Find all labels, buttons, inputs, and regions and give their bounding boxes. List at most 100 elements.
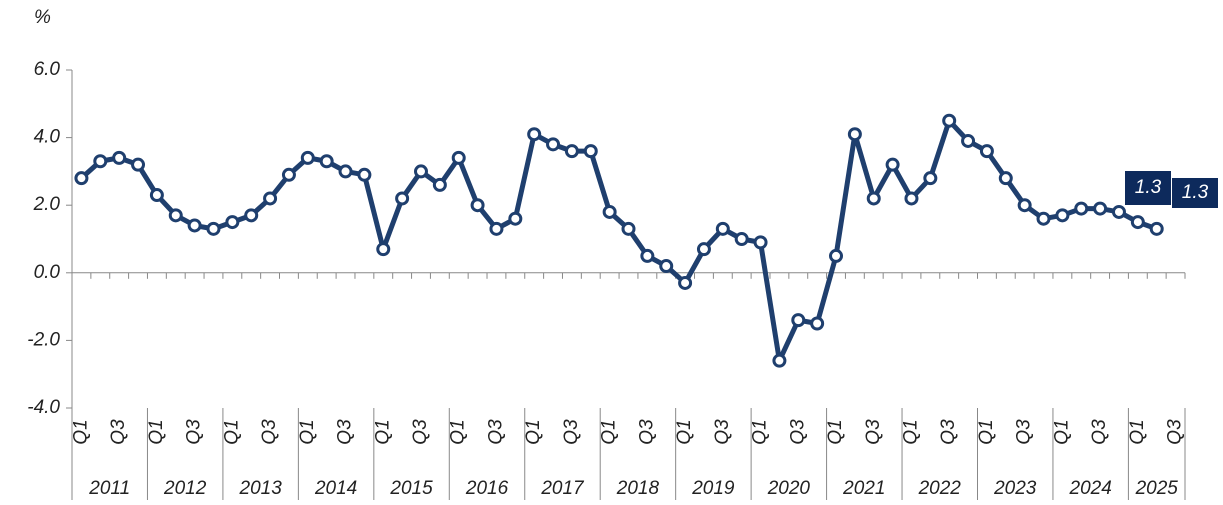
- marker: [206, 221, 221, 236]
- x-tick-label: Q3: [938, 419, 959, 445]
- marker: [508, 211, 523, 226]
- x-tick-label: Q1: [825, 419, 846, 444]
- marker: [640, 248, 655, 263]
- x-tick-label: Q1: [221, 419, 242, 444]
- marker: [1036, 211, 1051, 226]
- x-tick-label: Q3: [712, 419, 733, 445]
- marker: [866, 191, 881, 206]
- x-tick-label: Q3: [485, 419, 506, 445]
- marker: [112, 150, 127, 165]
- annotation-box: [1125, 171, 1171, 205]
- x-tick-label: Q1: [448, 419, 469, 444]
- marker: [1093, 201, 1108, 216]
- marker: [810, 316, 825, 331]
- x-tick-label: Q3: [636, 419, 657, 445]
- x-tick-label: Q1: [372, 419, 393, 444]
- marker: [527, 127, 542, 142]
- marker: [300, 150, 315, 165]
- marker: [74, 171, 89, 186]
- marker: [225, 215, 240, 230]
- marker: [602, 204, 617, 219]
- x-tick-label: Q1: [750, 419, 771, 444]
- x-tick-label: Q1: [1127, 419, 1148, 444]
- marker: [263, 191, 278, 206]
- annotation: 1.3: [1182, 182, 1209, 203]
- x-tick-label: Q3: [108, 419, 129, 445]
- x-tick-label: Q3: [335, 419, 356, 445]
- marker: [357, 167, 372, 182]
- marker: [621, 221, 636, 236]
- marker: [715, 221, 730, 236]
- x-tick-label: Q3: [561, 419, 582, 445]
- year-label: 2012: [163, 478, 207, 499]
- marker: [564, 144, 579, 159]
- marker: [659, 259, 674, 274]
- x-tick-label: Q3: [863, 419, 884, 445]
- x-tick-label: Q1: [523, 419, 544, 444]
- marker: [149, 188, 164, 203]
- year-label: 2018: [616, 478, 660, 499]
- marker: [696, 242, 711, 257]
- x-tick-label: Q3: [1089, 419, 1110, 445]
- marker: [1055, 208, 1070, 223]
- marker: [281, 167, 296, 182]
- marker: [885, 157, 900, 172]
- x-tick-label: Q1: [976, 419, 997, 444]
- x-tick-label: Q1: [297, 419, 318, 444]
- marker: [1130, 215, 1145, 230]
- y-tick-label: 2.0: [33, 194, 61, 215]
- y-tick-label: -2.0: [27, 329, 60, 350]
- marker: [187, 218, 202, 233]
- x-tick-label: Q1: [674, 419, 695, 444]
- annotation: 1.3: [1135, 177, 1162, 198]
- marker: [244, 208, 259, 223]
- marker: [168, 208, 183, 223]
- x-tick-label: Q1: [146, 419, 167, 444]
- year-label: 2016: [465, 478, 509, 499]
- x-tick-label: Q1: [900, 419, 921, 444]
- marker: [131, 157, 146, 172]
- marker: [1074, 201, 1089, 216]
- y-tick-label: 0.0: [34, 262, 61, 283]
- year-label: 2022: [918, 478, 962, 499]
- year-label: 2014: [314, 478, 357, 499]
- marker: [470, 198, 485, 213]
- x-tick-label: Q1: [70, 419, 91, 444]
- year-label: 2023: [993, 478, 1037, 499]
- marker: [734, 232, 749, 246]
- year-label: 2015: [389, 478, 433, 499]
- x-tick-label: Q1: [1051, 419, 1072, 444]
- marker: [319, 154, 334, 169]
- x-tick-label: Q3: [259, 419, 280, 445]
- annotation-box: [1172, 178, 1218, 208]
- marker: [753, 235, 768, 250]
- marker: [1149, 221, 1164, 236]
- y-tick-label: -4.0: [27, 397, 60, 418]
- year-label: 2011: [88, 478, 130, 499]
- y-tick-label: 4.0: [34, 127, 61, 148]
- x-tick-label: Q3: [410, 419, 431, 445]
- x-tick-label: Q1: [599, 419, 620, 444]
- marker: [979, 144, 994, 159]
- y-tick-label: 6.0: [34, 59, 61, 80]
- year-label: 2025: [1135, 478, 1179, 499]
- marker: [772, 353, 787, 368]
- marker: [489, 221, 504, 236]
- year-label: 2021: [842, 478, 885, 499]
- marker: [961, 133, 976, 148]
- marker: [583, 144, 598, 159]
- x-tick-label: Q3: [184, 419, 205, 445]
- marker: [1111, 204, 1126, 219]
- x-tick-label: Q3: [1014, 419, 1035, 445]
- marker: [546, 137, 561, 152]
- x-tick-label: Q3: [1165, 419, 1186, 445]
- marker: [923, 171, 938, 186]
- marker: [93, 154, 108, 169]
- marker: [904, 191, 919, 206]
- marker: [1017, 198, 1032, 213]
- marker: [942, 113, 957, 128]
- unit-label: %: [34, 7, 51, 28]
- marker: [829, 248, 844, 263]
- marker: [432, 177, 447, 192]
- year-label: 2013: [239, 478, 283, 499]
